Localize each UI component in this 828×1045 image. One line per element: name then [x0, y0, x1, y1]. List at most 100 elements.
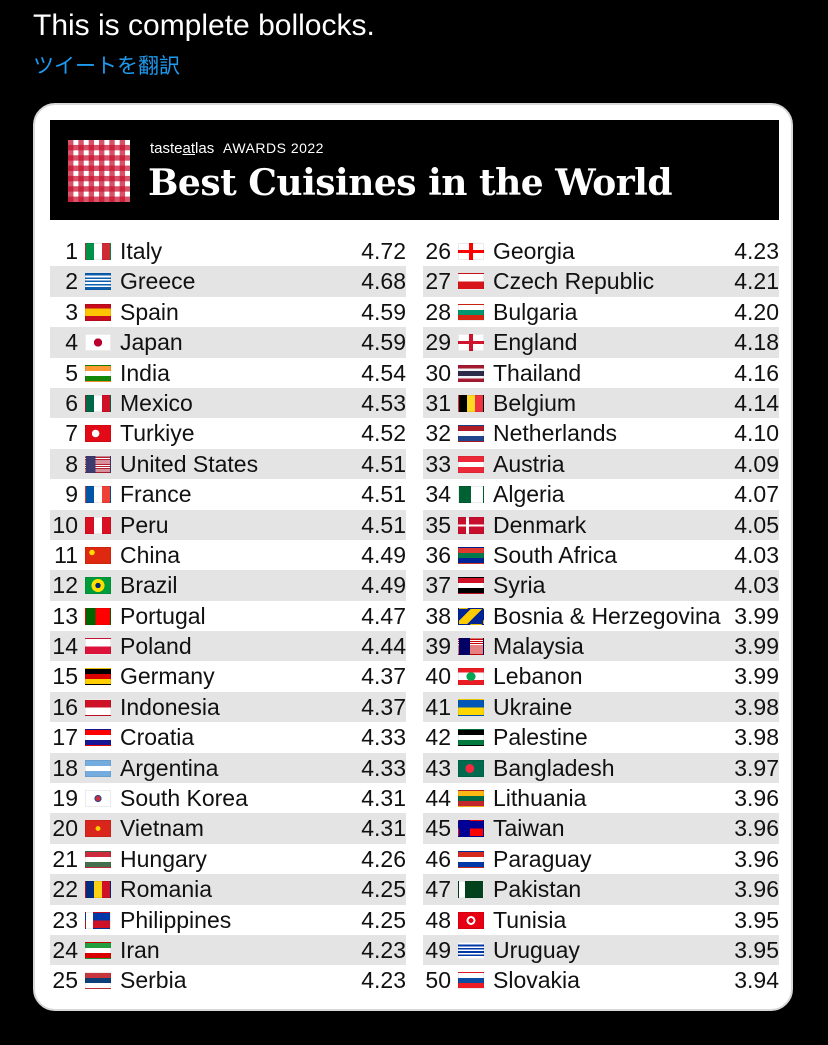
cuisine-score: 4.10 — [734, 420, 779, 447]
rank-number: 29 — [425, 329, 451, 356]
cuisine-score: 3.96 — [734, 785, 779, 812]
country-flag-icon — [85, 455, 111, 473]
rank-number: 11 — [54, 541, 78, 568]
country-name: Bangladesh — [493, 754, 615, 781]
country-flag-icon — [458, 820, 484, 838]
country-name: Austria — [493, 450, 565, 477]
country-name: Netherlands — [493, 420, 618, 447]
country-flag-icon — [85, 486, 111, 504]
rank-number: 12 — [52, 572, 78, 599]
rank-number: 46 — [425, 845, 451, 872]
country-flag-icon — [458, 972, 484, 990]
cuisine-score: 4.25 — [361, 876, 406, 903]
country-name: Iran — [120, 936, 160, 963]
rank-number: 17 — [52, 724, 78, 751]
country-name: Lebanon — [493, 663, 583, 690]
country-flag-icon — [458, 638, 484, 656]
rank-number: 8 — [65, 450, 78, 477]
cuisine-score: 4.33 — [361, 754, 406, 781]
country-name: Algeria — [493, 481, 565, 508]
cuisine-score: 3.95 — [734, 936, 779, 963]
ranking-row: 40 Lebanon 3.99 — [423, 661, 779, 691]
country-name: Bosnia & Herzegovina — [493, 602, 721, 629]
cuisine-score: 4.49 — [361, 541, 406, 568]
country-flag-icon — [458, 941, 484, 959]
brand-line: tasteatlas AWARDS 2022 — [150, 140, 324, 157]
country-flag-icon — [458, 759, 484, 777]
ranking-row: 20 Vietnam 4.31 — [50, 813, 406, 844]
country-name: Vietnam — [120, 815, 204, 842]
ranking-row: 43 Bangladesh 3.97 — [423, 752, 779, 784]
country-flag-icon — [458, 273, 484, 291]
country-flag-icon — [458, 516, 484, 534]
rank-number: 13 — [52, 602, 78, 629]
awards-label: AWARDS 2022 — [223, 140, 324, 156]
country-name: Turkiye — [120, 420, 195, 447]
ranking-row: 35 Denmark 4.05 — [423, 509, 779, 540]
ranking-row: 16 Indonesia 4.37 — [50, 691, 406, 723]
ranking-row: 2 Greece 4.68 — [50, 266, 406, 297]
cuisine-score: 3.98 — [734, 693, 779, 720]
country-flag-icon — [85, 881, 111, 899]
ranking-row: 3 Spain 4.59 — [50, 297, 406, 327]
ranking-row: 5 India 4.54 — [50, 358, 406, 388]
country-name: Malaysia — [493, 633, 584, 660]
country-name: Peru — [120, 511, 169, 538]
rank-number: 31 — [425, 389, 451, 416]
cuisine-score: 4.53 — [361, 389, 406, 416]
translate-tweet-link[interactable]: ツイートを翻訳 — [33, 55, 180, 78]
ranking-row: 21 Hungary 4.26 — [50, 844, 406, 874]
cuisine-score: 4.31 — [361, 785, 406, 812]
rank-number: 49 — [425, 936, 451, 963]
ranking-row: 44 Lithuania 3.96 — [423, 783, 779, 813]
country-flag-icon — [458, 577, 484, 595]
rank-number: 42 — [425, 724, 451, 751]
cuisine-score: 4.37 — [361, 693, 406, 720]
rank-number: 25 — [52, 967, 78, 994]
country-name: Hungary — [120, 845, 207, 872]
country-flag-icon — [85, 546, 111, 564]
rank-number: 16 — [52, 693, 78, 720]
ranking-row: 23 Philippines 4.25 — [50, 905, 406, 935]
cuisine-score: 4.72 — [361, 238, 406, 264]
rank-number: 14 — [52, 633, 78, 660]
country-flag-icon — [85, 790, 111, 808]
country-flag-icon — [85, 273, 111, 291]
rank-number: 40 — [425, 663, 451, 690]
rank-number: 19 — [52, 785, 78, 812]
country-name: Georgia — [493, 238, 575, 264]
rank-number: 48 — [425, 906, 451, 933]
rank-number: 18 — [52, 754, 78, 781]
country-flag-icon — [85, 638, 111, 656]
country-name: Brazil — [120, 572, 178, 599]
country-flag-icon — [85, 911, 111, 929]
cuisine-score: 4.16 — [734, 359, 779, 386]
rank-number: 41 — [425, 693, 451, 720]
ranking-row: 41 Ukraine 3.98 — [423, 691, 779, 723]
country-name: China — [120, 541, 181, 568]
ranking-row: 17 Croatia 4.33 — [50, 722, 406, 752]
ranking-row: 42 Palestine 3.98 — [423, 722, 779, 752]
cuisine-score: 3.97 — [734, 754, 779, 781]
country-flag-icon — [458, 607, 484, 625]
ranking-row: 19 South Korea 4.31 — [50, 783, 406, 813]
country-name: India — [120, 359, 170, 386]
rank-number: 35 — [425, 511, 451, 538]
country-flag-icon — [458, 425, 484, 443]
ranking-row: 38 Bosnia & Herzegovina 3.99 — [423, 601, 779, 631]
cuisine-score: 4.14 — [734, 389, 779, 416]
rank-number: 9 — [65, 481, 78, 508]
rank-number: 26 — [425, 238, 451, 264]
rank-number: 47 — [425, 876, 451, 903]
country-flag-icon — [85, 243, 111, 260]
rank-number: 32 — [425, 420, 451, 447]
tweet-image-card[interactable]: tasteatlas AWARDS 2022 Best Cuisines in … — [33, 103, 793, 1011]
country-name: Syria — [493, 572, 546, 599]
country-name: South Korea — [120, 785, 248, 812]
cuisine-score: 4.44 — [361, 633, 406, 660]
ranking-row: 50 Slovakia 3.94 — [423, 965, 779, 995]
ranking-row: 48 Tunisia 3.95 — [423, 905, 779, 935]
country-flag-icon — [458, 364, 484, 382]
country-name: Czech Republic — [493, 268, 655, 295]
country-flag-icon — [458, 698, 484, 716]
